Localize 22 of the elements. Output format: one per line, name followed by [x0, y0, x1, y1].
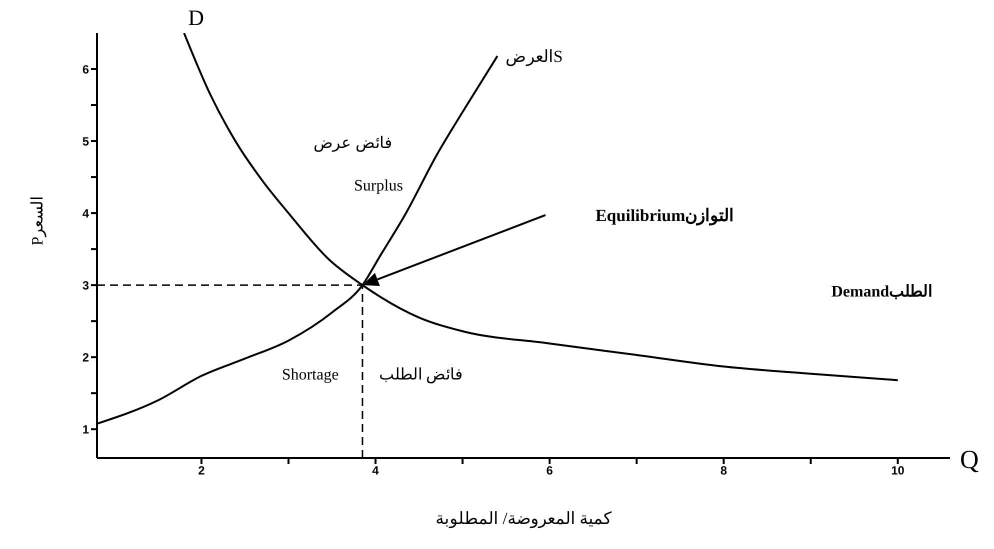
annotation: فائض الطلب [379, 366, 464, 384]
y-tick-label: 5 [82, 134, 90, 148]
annotation: Demandالطلب [831, 284, 932, 300]
annotation: Equilibriumالتوازن [595, 206, 734, 226]
y-axis-title: Pالسعر [30, 196, 47, 246]
y-tick-label: 2 [82, 350, 90, 364]
x-tick-label: 6 [546, 464, 554, 478]
x-axis-title: كمية المعروضة/ المطلوبة [435, 509, 613, 529]
annotation: Shortage [282, 366, 339, 384]
text: Q [960, 445, 979, 474]
y-tick-label: 4 [82, 206, 90, 220]
x-tick-label: 8 [720, 464, 728, 478]
y-tick-label: 1 [82, 422, 90, 436]
y-tick-label: 6 [82, 62, 90, 76]
x-tick-label: 2 [198, 464, 206, 478]
annotation: Surplus [354, 177, 403, 194]
y-tick-label: 3 [82, 278, 90, 292]
series-label: D [188, 5, 204, 30]
series-label: العرضS [505, 47, 563, 68]
annotation: فائض عرض [313, 134, 392, 152]
x-tick-label: 10 [891, 464, 905, 478]
x-tick-label: 4 [372, 464, 380, 478]
